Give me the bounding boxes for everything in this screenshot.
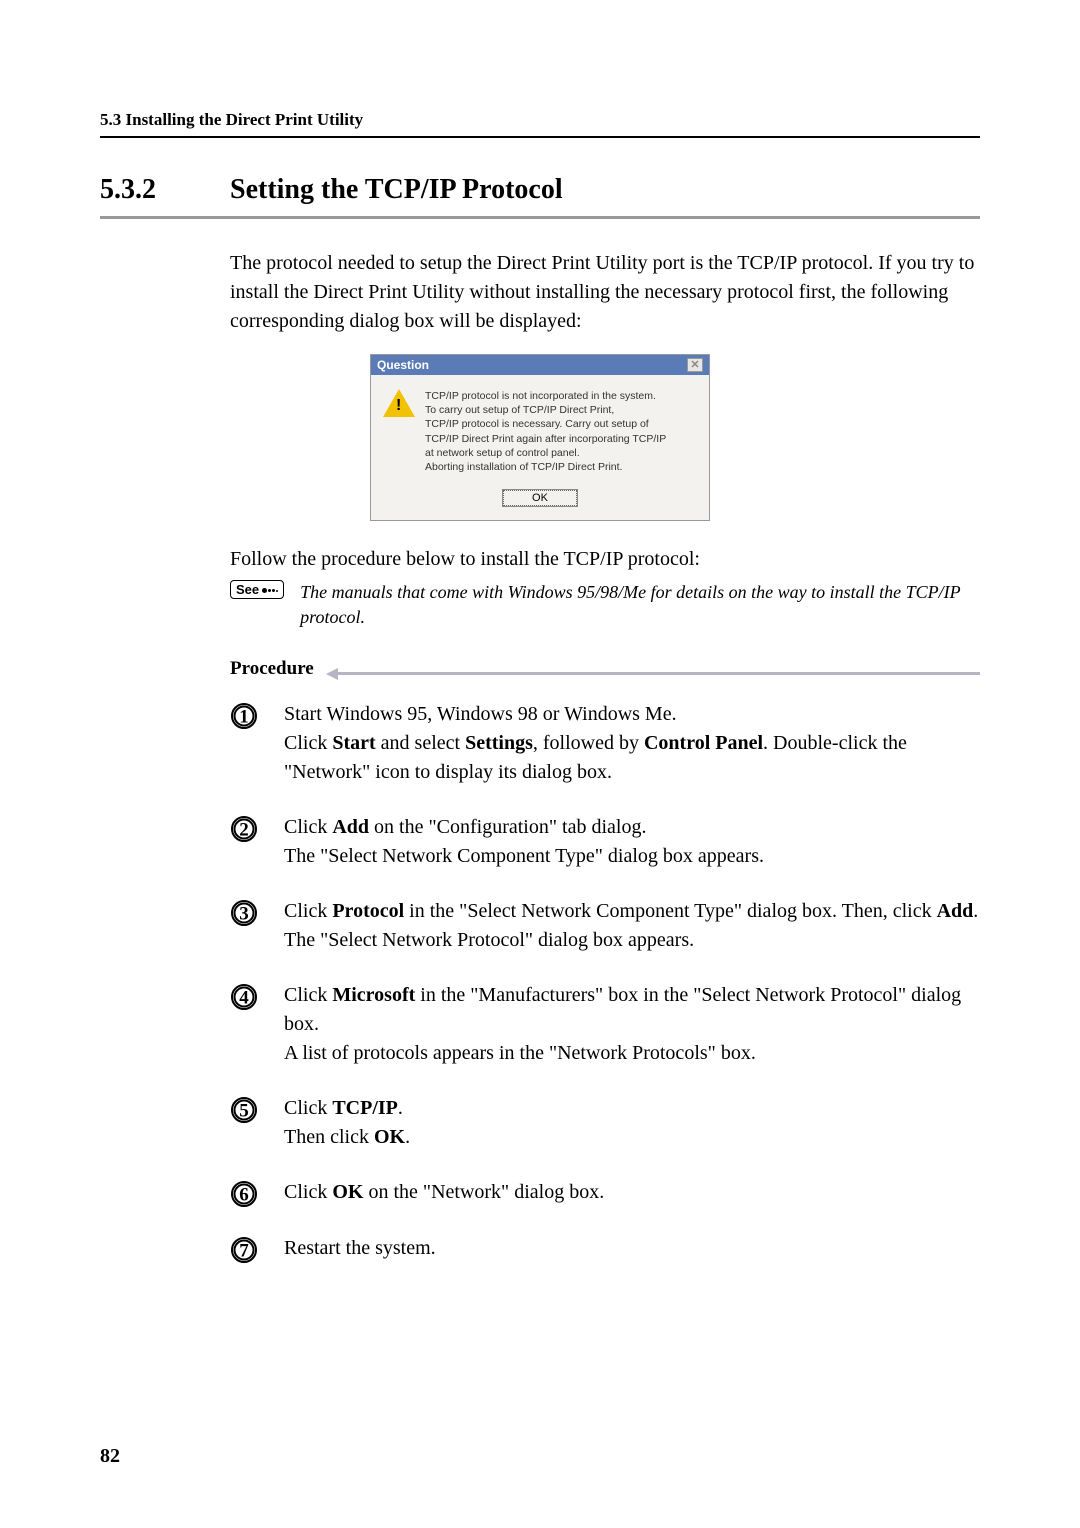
see-note: See The manuals that come with Windows 9… (230, 580, 980, 630)
page-number: 82 (100, 1445, 120, 1468)
step-number-icon: 6 (230, 1180, 258, 1208)
step-number-icon: 4 (230, 983, 258, 1011)
step-4: 4 Click Microsoft in the "Manufacturers"… (230, 981, 980, 1068)
step-3-line-1: Click Protocol in the "Select Network Co… (284, 897, 978, 926)
step-1-line-2: Click Start and select Settings, followe… (284, 729, 980, 787)
title-rule (100, 216, 980, 219)
ok-button: OK (503, 490, 577, 506)
running-header: 5.3 Installing the Direct Print Utility (100, 110, 980, 130)
svg-text:3: 3 (239, 904, 249, 925)
step-7: 7 Restart the system. (230, 1234, 980, 1264)
dialog-message: TCP/IP protocol is not incorporated in t… (425, 389, 666, 474)
dialog-screenshot: Question ✕ ! TCP/IP protocol is not inco… (100, 354, 980, 521)
step-3: 3 Click Protocol in the "Select Network … (230, 897, 980, 955)
step-6: 6 Click OK on the "Network" dialog box. (230, 1178, 980, 1208)
svg-text:5: 5 (239, 1101, 249, 1122)
step-number-icon: 7 (230, 1236, 258, 1264)
section-title: 5.3.2 Setting the TCP/IP Protocol (100, 174, 980, 206)
header-rule (100, 136, 980, 138)
intro-paragraph: The protocol needed to setup the Direct … (230, 249, 980, 336)
step-7-line-1: Restart the system. (284, 1234, 436, 1263)
step-1-line-1: Start Windows 95, Windows 98 or Windows … (284, 700, 980, 729)
svg-text:1: 1 (239, 707, 249, 728)
svg-text:6: 6 (239, 1185, 249, 1206)
step-5: 5 Click TCP/IP. Then click OK. (230, 1094, 980, 1152)
title-text: Setting the TCP/IP Protocol (230, 174, 563, 206)
see-badge: See (230, 580, 284, 599)
step-4-line-1: Click Microsoft in the "Manufacturers" b… (284, 981, 980, 1039)
step-number-icon: 3 (230, 899, 258, 927)
step-6-line-1: Click OK on the "Network" dialog box. (284, 1178, 604, 1207)
dialog-title-text: Question (377, 358, 429, 372)
step-number-icon: 2 (230, 815, 258, 843)
svg-text:4: 4 (239, 988, 249, 1009)
step-4-line-2: A list of protocols appears in the "Netw… (284, 1039, 980, 1068)
warning-icon: ! (383, 389, 415, 474)
procedure-heading: Procedure (230, 658, 980, 680)
follow-text: Follow the procedure below to install th… (230, 545, 980, 574)
step-2-line-1: Click Add on the "Configuration" tab dia… (284, 813, 764, 842)
svg-text:2: 2 (239, 820, 249, 841)
close-icon: ✕ (687, 358, 703, 372)
step-number-icon: 5 (230, 1096, 258, 1124)
step-2-line-2: The "Select Network Component Type" dial… (284, 842, 764, 871)
step-3-line-2: The "Select Network Protocol" dialog box… (284, 926, 978, 955)
step-1: 1 Start Windows 95, Windows 98 or Window… (230, 700, 980, 787)
step-5-line-1: Click TCP/IP. (284, 1094, 410, 1123)
title-number: 5.3.2 (100, 174, 230, 206)
step-2: 2 Click Add on the "Configuration" tab d… (230, 813, 980, 871)
step-number-icon: 1 (230, 702, 258, 730)
svg-text:7: 7 (239, 1241, 249, 1262)
step-5-line-2: Then click OK. (284, 1123, 410, 1152)
see-text: The manuals that come with Windows 95/98… (300, 580, 980, 630)
